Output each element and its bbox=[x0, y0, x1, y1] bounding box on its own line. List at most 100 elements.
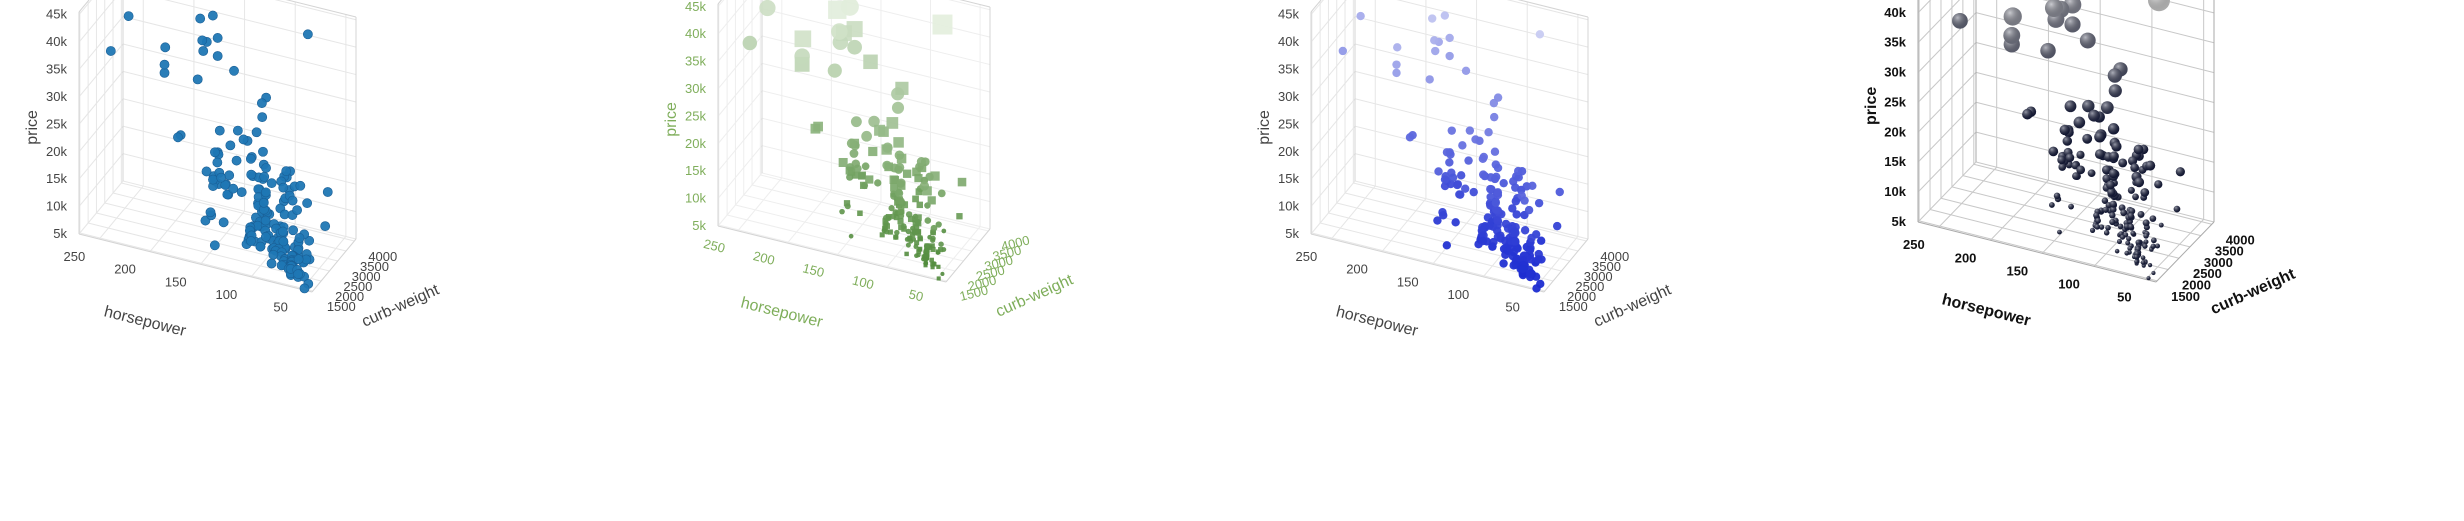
data-point[interactable] bbox=[1511, 183, 1520, 192]
data-point[interactable] bbox=[913, 224, 920, 230]
data-point[interactable] bbox=[173, 132, 183, 143]
data-point[interactable] bbox=[1501, 250, 1510, 259]
data-point[interactable] bbox=[1526, 255, 1535, 264]
data-point[interactable] bbox=[238, 134, 249, 145]
data-point[interactable] bbox=[1528, 181, 1537, 190]
data-point[interactable] bbox=[322, 187, 333, 197]
data-point[interactable] bbox=[897, 207, 905, 215]
data-point[interactable] bbox=[859, 181, 868, 189]
data-point[interactable] bbox=[1479, 170, 1488, 179]
data-point[interactable] bbox=[294, 233, 305, 243]
data-point[interactable] bbox=[245, 153, 256, 164]
data-point[interactable] bbox=[858, 172, 866, 180]
data-point[interactable] bbox=[1405, 133, 1415, 142]
data-point[interactable] bbox=[260, 231, 271, 242]
data-point[interactable] bbox=[916, 201, 923, 209]
data-point[interactable] bbox=[857, 210, 863, 217]
data-point[interactable] bbox=[896, 178, 906, 188]
data-point[interactable] bbox=[268, 249, 279, 260]
data-point[interactable] bbox=[1491, 198, 1501, 207]
data-point[interactable] bbox=[1520, 196, 1529, 205]
data-point[interactable] bbox=[1493, 163, 1503, 173]
data-point[interactable] bbox=[911, 228, 918, 235]
data-point[interactable] bbox=[1448, 173, 1458, 182]
data-point[interactable] bbox=[1338, 46, 1348, 56]
data-point[interactable] bbox=[845, 166, 854, 175]
data-point[interactable] bbox=[160, 42, 171, 53]
data-point[interactable] bbox=[1442, 148, 1452, 157]
data-point[interactable] bbox=[893, 214, 900, 221]
data-point[interactable] bbox=[914, 218, 922, 226]
data-point[interactable] bbox=[940, 271, 945, 276]
data-point[interactable] bbox=[288, 225, 299, 236]
data-point[interactable] bbox=[917, 235, 923, 241]
data-point[interactable] bbox=[299, 283, 310, 294]
data-point[interactable] bbox=[893, 137, 904, 148]
data-point[interactable] bbox=[1460, 184, 1470, 193]
data-point[interactable] bbox=[759, 0, 776, 17]
data-point[interactable] bbox=[1458, 141, 1467, 150]
data-point[interactable] bbox=[916, 157, 926, 167]
data-point[interactable] bbox=[257, 112, 268, 123]
data-point[interactable] bbox=[1442, 241, 1452, 250]
data-point[interactable] bbox=[891, 87, 905, 101]
data-point[interactable] bbox=[278, 226, 288, 237]
data-point[interactable] bbox=[1524, 205, 1534, 215]
data-point[interactable] bbox=[278, 236, 289, 247]
data-point[interactable] bbox=[295, 180, 306, 191]
data-point[interactable] bbox=[229, 65, 239, 76]
data-point[interactable] bbox=[938, 241, 944, 247]
data-point[interactable] bbox=[1478, 236, 1488, 246]
data-point[interactable] bbox=[930, 243, 935, 249]
data-point[interactable] bbox=[259, 171, 270, 182]
data-point[interactable] bbox=[1438, 208, 1447, 217]
data-point[interactable] bbox=[915, 214, 922, 221]
data-point[interactable] bbox=[874, 179, 882, 187]
data-point[interactable] bbox=[1425, 75, 1434, 84]
data-point[interactable] bbox=[1434, 167, 1443, 176]
scatter3d-panel-4[interactable]: 50 100 150 200 250 1500 2000 2500 3000 3500 4000 5k… bbox=[1848, 0, 2464, 521]
data-point[interactable] bbox=[896, 153, 907, 164]
data-point[interactable] bbox=[1478, 154, 1488, 164]
data-point[interactable] bbox=[930, 237, 936, 243]
data-point[interactable] bbox=[897, 218, 904, 225]
data-point[interactable] bbox=[212, 157, 223, 168]
data-point[interactable] bbox=[1486, 184, 1495, 194]
data-point[interactable] bbox=[1527, 233, 1536, 243]
data-point[interactable] bbox=[1536, 236, 1546, 245]
data-point[interactable] bbox=[225, 140, 236, 151]
data-point[interactable] bbox=[1499, 178, 1508, 188]
data-point[interactable] bbox=[246, 236, 256, 246]
data-point[interactable] bbox=[914, 253, 919, 259]
data-point[interactable] bbox=[923, 253, 929, 259]
data-point[interactable] bbox=[843, 200, 851, 207]
data-point[interactable] bbox=[1445, 51, 1454, 61]
data-point[interactable] bbox=[1514, 166, 1523, 176]
data-point[interactable] bbox=[827, 63, 842, 78]
data-point[interactable] bbox=[1356, 11, 1365, 21]
data-point[interactable] bbox=[847, 39, 863, 55]
data-point[interactable] bbox=[882, 218, 889, 225]
data-point[interactable] bbox=[258, 146, 268, 157]
data-point[interactable] bbox=[1430, 36, 1439, 45]
data-point[interactable] bbox=[874, 124, 886, 136]
data-point[interactable] bbox=[197, 35, 208, 46]
data-point[interactable] bbox=[865, 175, 874, 184]
data-point[interactable] bbox=[863, 54, 878, 70]
data-point[interactable] bbox=[879, 232, 885, 238]
data-point[interactable] bbox=[292, 205, 303, 216]
data-point[interactable] bbox=[1510, 227, 1520, 236]
data-point[interactable] bbox=[924, 249, 930, 255]
data-point[interactable] bbox=[201, 166, 212, 177]
data-point[interactable] bbox=[861, 162, 870, 171]
data-point[interactable] bbox=[281, 166, 292, 177]
data-point[interactable] bbox=[220, 180, 231, 190]
data-point[interactable] bbox=[212, 33, 223, 43]
data-point[interactable] bbox=[930, 261, 935, 267]
data-point[interactable] bbox=[924, 217, 932, 224]
data-point[interactable] bbox=[886, 117, 899, 129]
data-point[interactable] bbox=[956, 213, 963, 220]
data-point[interactable] bbox=[912, 195, 919, 203]
